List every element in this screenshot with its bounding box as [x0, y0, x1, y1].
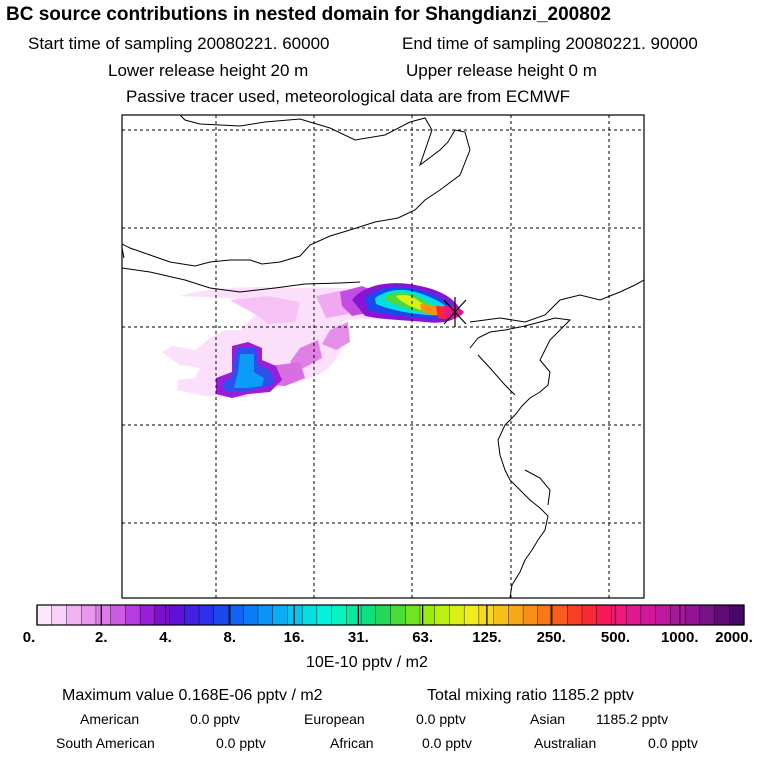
lat-lon-gridlines — [122, 115, 644, 598]
colorbar-cell — [508, 604, 524, 626]
colorbar-cell — [36, 604, 53, 626]
colorbar-cell — [640, 604, 657, 626]
colorbar-frame — [36, 604, 745, 626]
figure-title: BC source contributions in nested domain… — [6, 4, 611, 25]
colorbar-cell — [110, 604, 126, 626]
colorbar-cell — [729, 604, 745, 626]
colorbar-cell — [316, 604, 333, 626]
colorbar-cell — [625, 604, 642, 626]
region-south-american-label: South American — [56, 735, 155, 751]
sampling-end: End time of sampling 20080221. 90000 — [402, 34, 698, 53]
colorbar-tick-label: 16. — [283, 629, 305, 646]
colorbar-cell — [228, 604, 244, 626]
total-mixing-ratio: Total mixing ratio 1185.2 pptv — [427, 687, 634, 704]
colorbar-cell — [301, 604, 318, 626]
colorbar-cell — [684, 604, 701, 626]
region-asian-value: 1185.2 pptv — [596, 711, 669, 727]
colorbar-cell — [198, 604, 215, 626]
colorbar-cell — [213, 604, 229, 626]
colorbar-cell — [699, 604, 716, 626]
colorbar-tick-label: 2. — [95, 629, 108, 646]
colorbar-cell — [611, 604, 627, 626]
colorbar-cell — [670, 604, 686, 626]
colorbar-tick-label: 31. — [347, 629, 369, 646]
colorbar-cell — [449, 604, 465, 626]
colorbar-cell — [537, 604, 554, 626]
colorbar-tick-label: 125. — [472, 629, 502, 646]
map-border — [121, 114, 645, 599]
colorbar-cell — [375, 604, 392, 626]
lower-release-height: Lower release height 20 m — [108, 61, 309, 80]
colorbar-cell — [405, 604, 421, 626]
colorbar-cell — [125, 604, 141, 626]
colorbar-cell — [243, 604, 259, 626]
colorbar-tick-label: 4. — [159, 629, 172, 646]
region-european-value: 0.0 pptv — [416, 711, 466, 727]
colorbar-cell — [581, 604, 598, 626]
colorbar-cell — [567, 604, 583, 626]
colorbar-cell — [596, 604, 612, 626]
colorbar-cell — [360, 604, 377, 626]
colorbar-cell — [154, 604, 171, 626]
receptor-marker-icon — [443, 297, 467, 327]
colorbar-cell — [169, 604, 185, 626]
colorbar-cell — [287, 604, 303, 626]
colorbar-cell — [390, 604, 406, 626]
colorbar-tick-label: 2000. — [715, 629, 753, 646]
colorbar-cell — [66, 604, 82, 626]
maximum-value: Maximum value 0.168E-06 pptv / m2 — [62, 687, 323, 704]
colorbar-cell — [552, 604, 568, 626]
region-asian-label: Asian — [530, 711, 566, 727]
colorbar-tick-label: 8. — [223, 629, 237, 646]
region-european-label: European — [304, 711, 365, 727]
colorbar-cell — [714, 604, 730, 626]
region-american-value: 0.0 pptv — [190, 711, 240, 727]
colorbar-cell — [257, 604, 274, 626]
colorbar-cell — [184, 604, 200, 626]
colorbar-cell — [80, 604, 97, 626]
colorbar-tick-label: 1000. — [660, 629, 699, 646]
colorbar-tick-label: 250. — [536, 629, 566, 646]
sampling-start: Start time of sampling 20080221. 60000 — [28, 34, 330, 53]
colorbar-cell — [139, 604, 156, 626]
colorbar-cell — [331, 604, 347, 626]
colorbar-cell — [522, 604, 539, 626]
region-south-american-value: 0.0 pptv — [216, 735, 266, 751]
colorbar-unit: 10E-10 pptv / m2 — [306, 654, 428, 671]
region-african-value: 0.0 pptv — [422, 735, 472, 751]
region-american-label: American — [80, 711, 140, 727]
colorbar-cell — [493, 604, 509, 626]
tracer-note: Passive tracer used, meteorological data… — [126, 87, 571, 106]
colorbar-cell — [272, 604, 288, 626]
upper-release-height: Upper release height 0 m — [406, 61, 597, 80]
colorbar-tick-label: 63. — [412, 629, 434, 646]
region-african-label: African — [330, 735, 374, 751]
colorbar-cell — [434, 604, 450, 626]
colorbar-cell — [95, 604, 112, 626]
colorbar-cell — [655, 604, 671, 626]
region-australian-label: Australian — [534, 735, 597, 751]
colorbar-tick-label: 500. — [600, 629, 631, 646]
colorbar-cell — [346, 604, 362, 626]
colorbar-cell — [463, 604, 480, 626]
colorbar-cell — [51, 604, 67, 626]
colorbar-tick-label: 0. — [22, 629, 36, 646]
region-australian-value: 0.0 pptv — [648, 735, 698, 751]
plume-field — [162, 283, 464, 398]
